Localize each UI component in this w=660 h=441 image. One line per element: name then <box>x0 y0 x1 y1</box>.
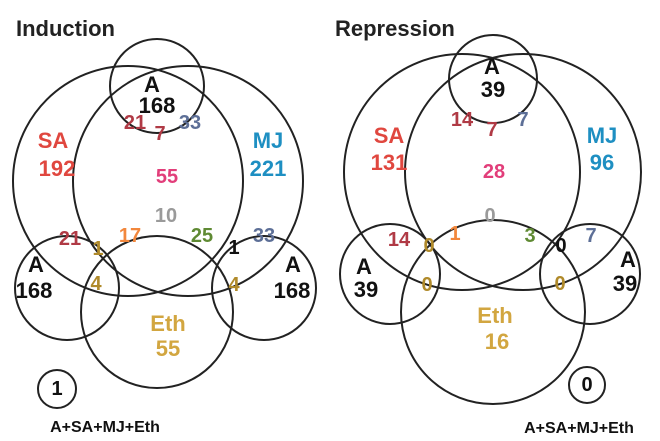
a-right-label-value: A <box>285 252 301 277</box>
a-mj-right-value: 33 <box>253 225 275 247</box>
all-circle <box>37 369 77 409</box>
panel-title: Induction <box>16 16 115 41</box>
sa-eth-value: 17 <box>119 225 141 247</box>
eth-label-value: Eth <box>150 311 185 336</box>
a-left-label-value: A <box>356 254 372 279</box>
a-top-label-value: A <box>144 72 160 97</box>
mj-label-value: MJ <box>253 128 284 153</box>
a-right-circle <box>539 223 641 325</box>
sa-mj-eth-value: 10 <box>155 205 177 227</box>
mj-circle <box>72 65 304 297</box>
a-sa-value: 14 <box>451 109 474 131</box>
a-mj-eth-right-value: 0 <box>555 235 566 257</box>
a-top-label-value: A <box>484 54 500 79</box>
sa-eth-value: 1 <box>449 223 460 245</box>
all-count-value: 0 <box>581 374 592 396</box>
sa-circle <box>12 65 244 297</box>
sa-mj-value: 55 <box>156 166 178 188</box>
mj-count-value: 221 <box>250 156 287 181</box>
a-top-count-value: 39 <box>481 77 505 102</box>
a-eth-right-value: 0 <box>554 273 565 295</box>
all-label-label: A+SA+MJ+Eth <box>50 419 160 436</box>
all-label-label: A+SA+MJ+Eth <box>524 420 634 437</box>
all-count-value: 1 <box>51 378 62 400</box>
eth-circle <box>400 219 586 405</box>
a-sa-eth-left-value: 0 <box>423 235 434 257</box>
a-sa-mj-value: 7 <box>486 119 497 141</box>
a-eth-left-value: 4 <box>90 273 102 295</box>
a-left-circle <box>339 223 441 325</box>
eth-count-value: 16 <box>485 329 509 354</box>
a-mj-eth-right-value: 1 <box>228 237 239 259</box>
a-left-count-value: 39 <box>354 277 378 302</box>
a-sa-mj-value: 7 <box>154 123 165 145</box>
a-right-count-value: 39 <box>613 271 637 296</box>
sa-count-value: 131 <box>371 150 408 175</box>
sa-count-value: 192 <box>39 156 76 181</box>
sa-label-value: SA <box>374 123 405 148</box>
eth-label-value: Eth <box>477 303 512 328</box>
mj-label-value: MJ <box>587 123 618 148</box>
mj-eth-value: 3 <box>524 225 535 247</box>
a-right-count-value: 168 <box>274 278 311 303</box>
a-eth-right-value: 4 <box>228 274 240 296</box>
a-sa-value: 21 <box>124 112 146 134</box>
a-sa-eth-left-value: 1 <box>92 238 103 260</box>
sa-circle <box>343 53 581 291</box>
a-eth-left-value: 0 <box>421 274 432 296</box>
mj-circle <box>404 53 642 291</box>
sa-mj-value: 28 <box>483 161 505 183</box>
a-sa-left-value: 21 <box>59 228 81 250</box>
a-mj-right-value: 7 <box>585 225 596 247</box>
a-top-circle <box>109 38 205 134</box>
mj-count-value: 96 <box>590 150 614 175</box>
eth-circle <box>80 235 234 389</box>
mj-eth-value: 25 <box>191 225 213 247</box>
sa-mj-eth-value: 0 <box>484 205 495 227</box>
a-sa-left-value: 14 <box>388 229 411 251</box>
a-left-circle <box>14 235 120 341</box>
a-right-circle <box>211 235 317 341</box>
panel-title: Repression <box>335 16 455 41</box>
sa-label-value: SA <box>38 128 69 153</box>
a-top-count-value: 168 <box>139 93 176 118</box>
a-right-label-value: A <box>620 247 636 272</box>
a-left-count-value: 168 <box>16 278 53 303</box>
a-mj-value: 33 <box>179 112 201 134</box>
a-mj-value: 7 <box>517 109 528 131</box>
a-left-label-value: A <box>28 252 44 277</box>
eth-count-value: 55 <box>156 336 180 361</box>
all-circle <box>568 366 606 404</box>
